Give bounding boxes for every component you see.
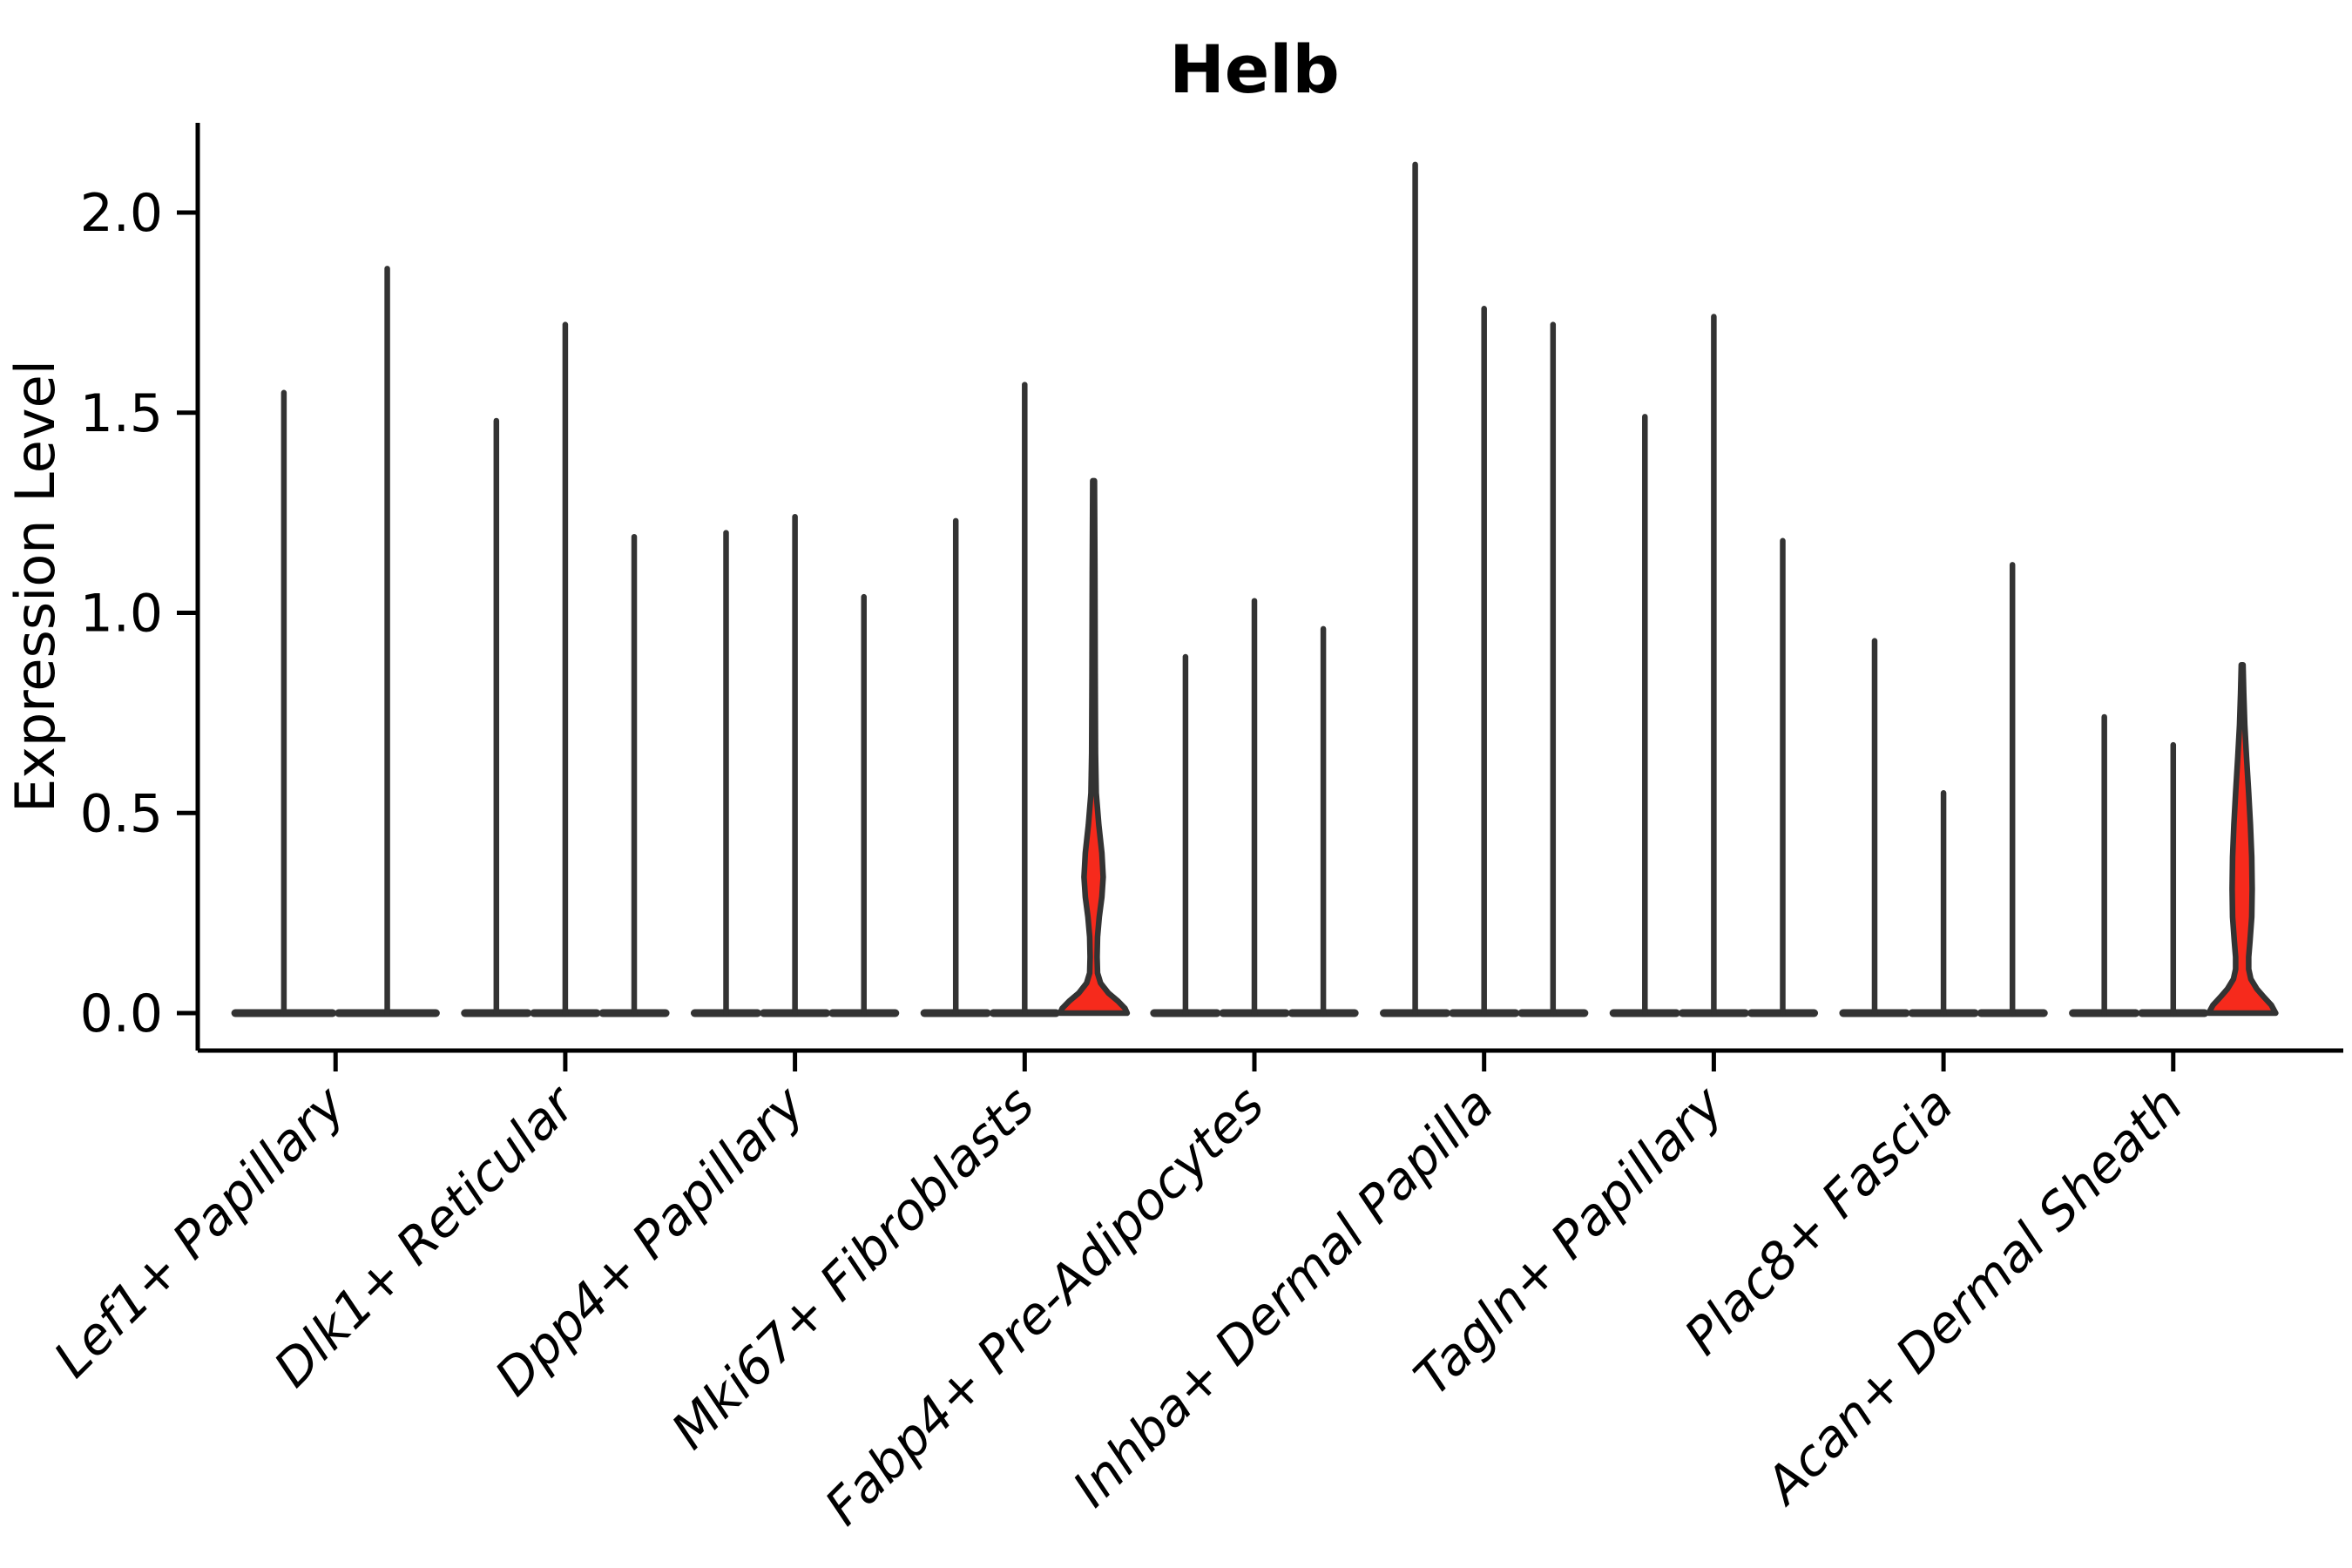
x-tick-label: Inhba+ Dermal Papilla: [1061, 1075, 1504, 1518]
chart-title: Helb: [1169, 30, 1340, 108]
y-tick-label: 0.5: [80, 783, 163, 844]
violins-layer: [231, 161, 2279, 1017]
y-tick-label: 0.0: [80, 983, 163, 1044]
y-tick-label: 2.0: [80, 183, 163, 244]
filled-violin: [1057, 477, 1131, 1017]
filled-violin: [2206, 661, 2279, 1017]
x-tick-label: Acan+ Dermal Sheath: [1752, 1075, 2194, 1517]
y-tick-label: 1.0: [80, 584, 163, 645]
axes: 0.0 0.5 1.0 1.5 2.0: [80, 123, 2343, 1071]
y-axis-label: Expression Level: [3, 360, 67, 813]
x-tick-label: Fabp4+ Pre-Adipocytes: [814, 1075, 1275, 1537]
y-tick-label: 1.5: [80, 383, 163, 444]
